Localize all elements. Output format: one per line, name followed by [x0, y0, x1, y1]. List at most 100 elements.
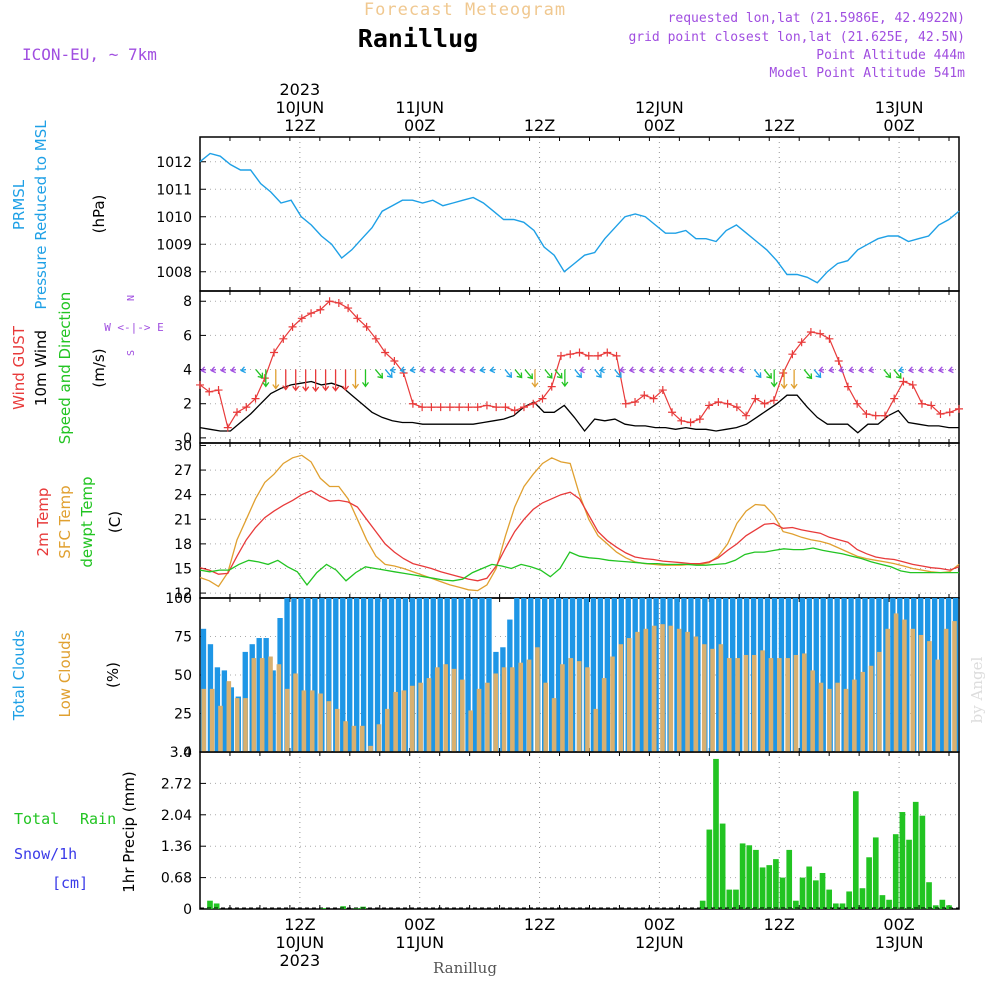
pressure-line	[199, 152, 960, 284]
wind-direction-arrow	[838, 366, 845, 374]
total-cloud-bar	[771, 598, 778, 752]
wind-ytick-label: 0	[183, 431, 192, 447]
top-time-label: 12Z	[284, 116, 315, 135]
total-cloud-bar	[904, 598, 910, 752]
wind-direction-arrow	[907, 366, 914, 374]
low-cloud-bar	[535, 647, 540, 752]
total-cloud-bar	[562, 598, 569, 752]
total-cloud-bar	[938, 598, 945, 752]
wind-direction-arrow	[763, 369, 772, 379]
rain-bar	[813, 880, 819, 909]
panel-pressure: 1008 1009 1010 1011 1012	[156, 136, 960, 292]
panel-label: dewpt Temp	[78, 476, 96, 567]
low-cloud-bar	[218, 705, 223, 752]
low-cloud-bar	[910, 628, 916, 752]
rain-bar	[773, 859, 779, 909]
low-cloud-bar	[743, 654, 749, 752]
rain-bar	[746, 845, 753, 909]
total-cloud-bar	[542, 598, 548, 752]
pressure-ytick-label: 1011	[156, 182, 192, 198]
gust-marker	[695, 415, 704, 424]
top-time-label: 2023	[280, 80, 321, 99]
rain-bar	[779, 877, 786, 909]
gust-marker	[640, 391, 649, 400]
pressure-ytick-label: 1012	[156, 155, 192, 171]
wind-direction-arrow	[429, 366, 436, 374]
gust-marker	[649, 394, 658, 403]
gust-marker	[871, 411, 880, 420]
gust-marker	[853, 399, 862, 408]
low-cloud-bar	[918, 634, 924, 752]
total-cloud-bar	[730, 598, 736, 752]
temp-ytick-label: 15	[174, 561, 192, 577]
wind-direction-arrow	[628, 366, 635, 374]
low-cloud-bar	[802, 653, 807, 752]
rain-bar	[799, 877, 806, 909]
low-cloud-bar	[760, 650, 765, 752]
wind-direction-arrow	[531, 369, 539, 388]
gust-marker	[843, 382, 852, 391]
total-cloud-bar	[270, 670, 276, 752]
bottom-time-label: 00Z	[883, 915, 914, 934]
total-cloud-bar	[256, 638, 262, 752]
low-cloud-bar	[935, 659, 941, 752]
pressure-ytick-label: 1009	[156, 237, 192, 253]
model-point-altitude: Model Point Altitude 541m	[769, 66, 965, 81]
panel-label: Pressure Reduced to MSL	[32, 120, 50, 310]
low-cloud-bar	[835, 682, 840, 752]
low-cloud-bar	[384, 708, 390, 752]
compass-n: N	[126, 295, 137, 301]
bottom-time-label: 12Z	[524, 915, 555, 934]
total-cloud-bar	[813, 598, 819, 752]
gust-marker	[381, 348, 390, 357]
total-cloud-bar	[340, 598, 346, 752]
low-cloud-bar	[735, 658, 740, 752]
total-cloud-bar	[214, 667, 221, 752]
wind-direction-arrow	[803, 369, 813, 380]
top-time-label: 12Z	[524, 116, 555, 135]
temp-2m-line	[199, 489, 960, 582]
low-cloud-bar	[368, 745, 373, 752]
wind-direction-arrow	[937, 366, 944, 374]
total-cloud-bar	[841, 598, 847, 752]
rain-bar	[213, 903, 220, 909]
wind-direction-arrow	[302, 369, 310, 392]
top-time-label: 12Z	[764, 116, 795, 135]
gust-marker	[658, 386, 667, 395]
gust-marker	[325, 297, 334, 306]
rain-bar	[859, 888, 866, 909]
low-cloud-bar	[451, 668, 457, 752]
total-cloud-bar	[855, 598, 861, 752]
gust-marker	[936, 409, 945, 418]
wind-ytick-label: 2	[183, 397, 192, 413]
precip-label-total: Total	[14, 810, 59, 828]
total-cloud-bar	[284, 598, 290, 752]
low-cloud-bar	[418, 682, 423, 752]
rain-bar	[320, 908, 326, 909]
gust-marker	[732, 403, 741, 412]
rain-bar	[892, 834, 899, 909]
compass-s: S	[126, 350, 137, 356]
wind-direction-arrow	[708, 366, 715, 374]
panels: 1008100910101011101202468121518212427300…	[156, 136, 963, 918]
temp-ytick-label: 12	[174, 586, 192, 602]
rain-bar	[739, 843, 746, 909]
header: Forecast Meteogram Ranillug ICON-EU, ~ 7…	[22, 0, 965, 81]
rain-bar	[786, 849, 793, 909]
top-time-label: 00Z	[404, 116, 435, 135]
low-cloud-bar	[952, 621, 957, 752]
bottom-time-label: 10JUN	[275, 933, 324, 952]
low-cloud-bar	[401, 690, 407, 752]
rain-bar	[846, 891, 852, 909]
total-cloud-bar	[402, 598, 409, 752]
bottom-time-label: 12JUN	[635, 933, 684, 952]
low-cloud-bar	[793, 654, 799, 752]
bottom-time-label: 11JUN	[395, 933, 444, 952]
low-cloud-bar	[635, 631, 640, 752]
wind-direction-arrow	[292, 369, 300, 392]
gust-marker	[899, 377, 908, 386]
temp-ytick-label: 24	[174, 488, 192, 504]
low-cloud-bar	[485, 682, 490, 752]
total-cloud-bar	[646, 598, 652, 752]
total-cloud-bar	[507, 619, 513, 752]
